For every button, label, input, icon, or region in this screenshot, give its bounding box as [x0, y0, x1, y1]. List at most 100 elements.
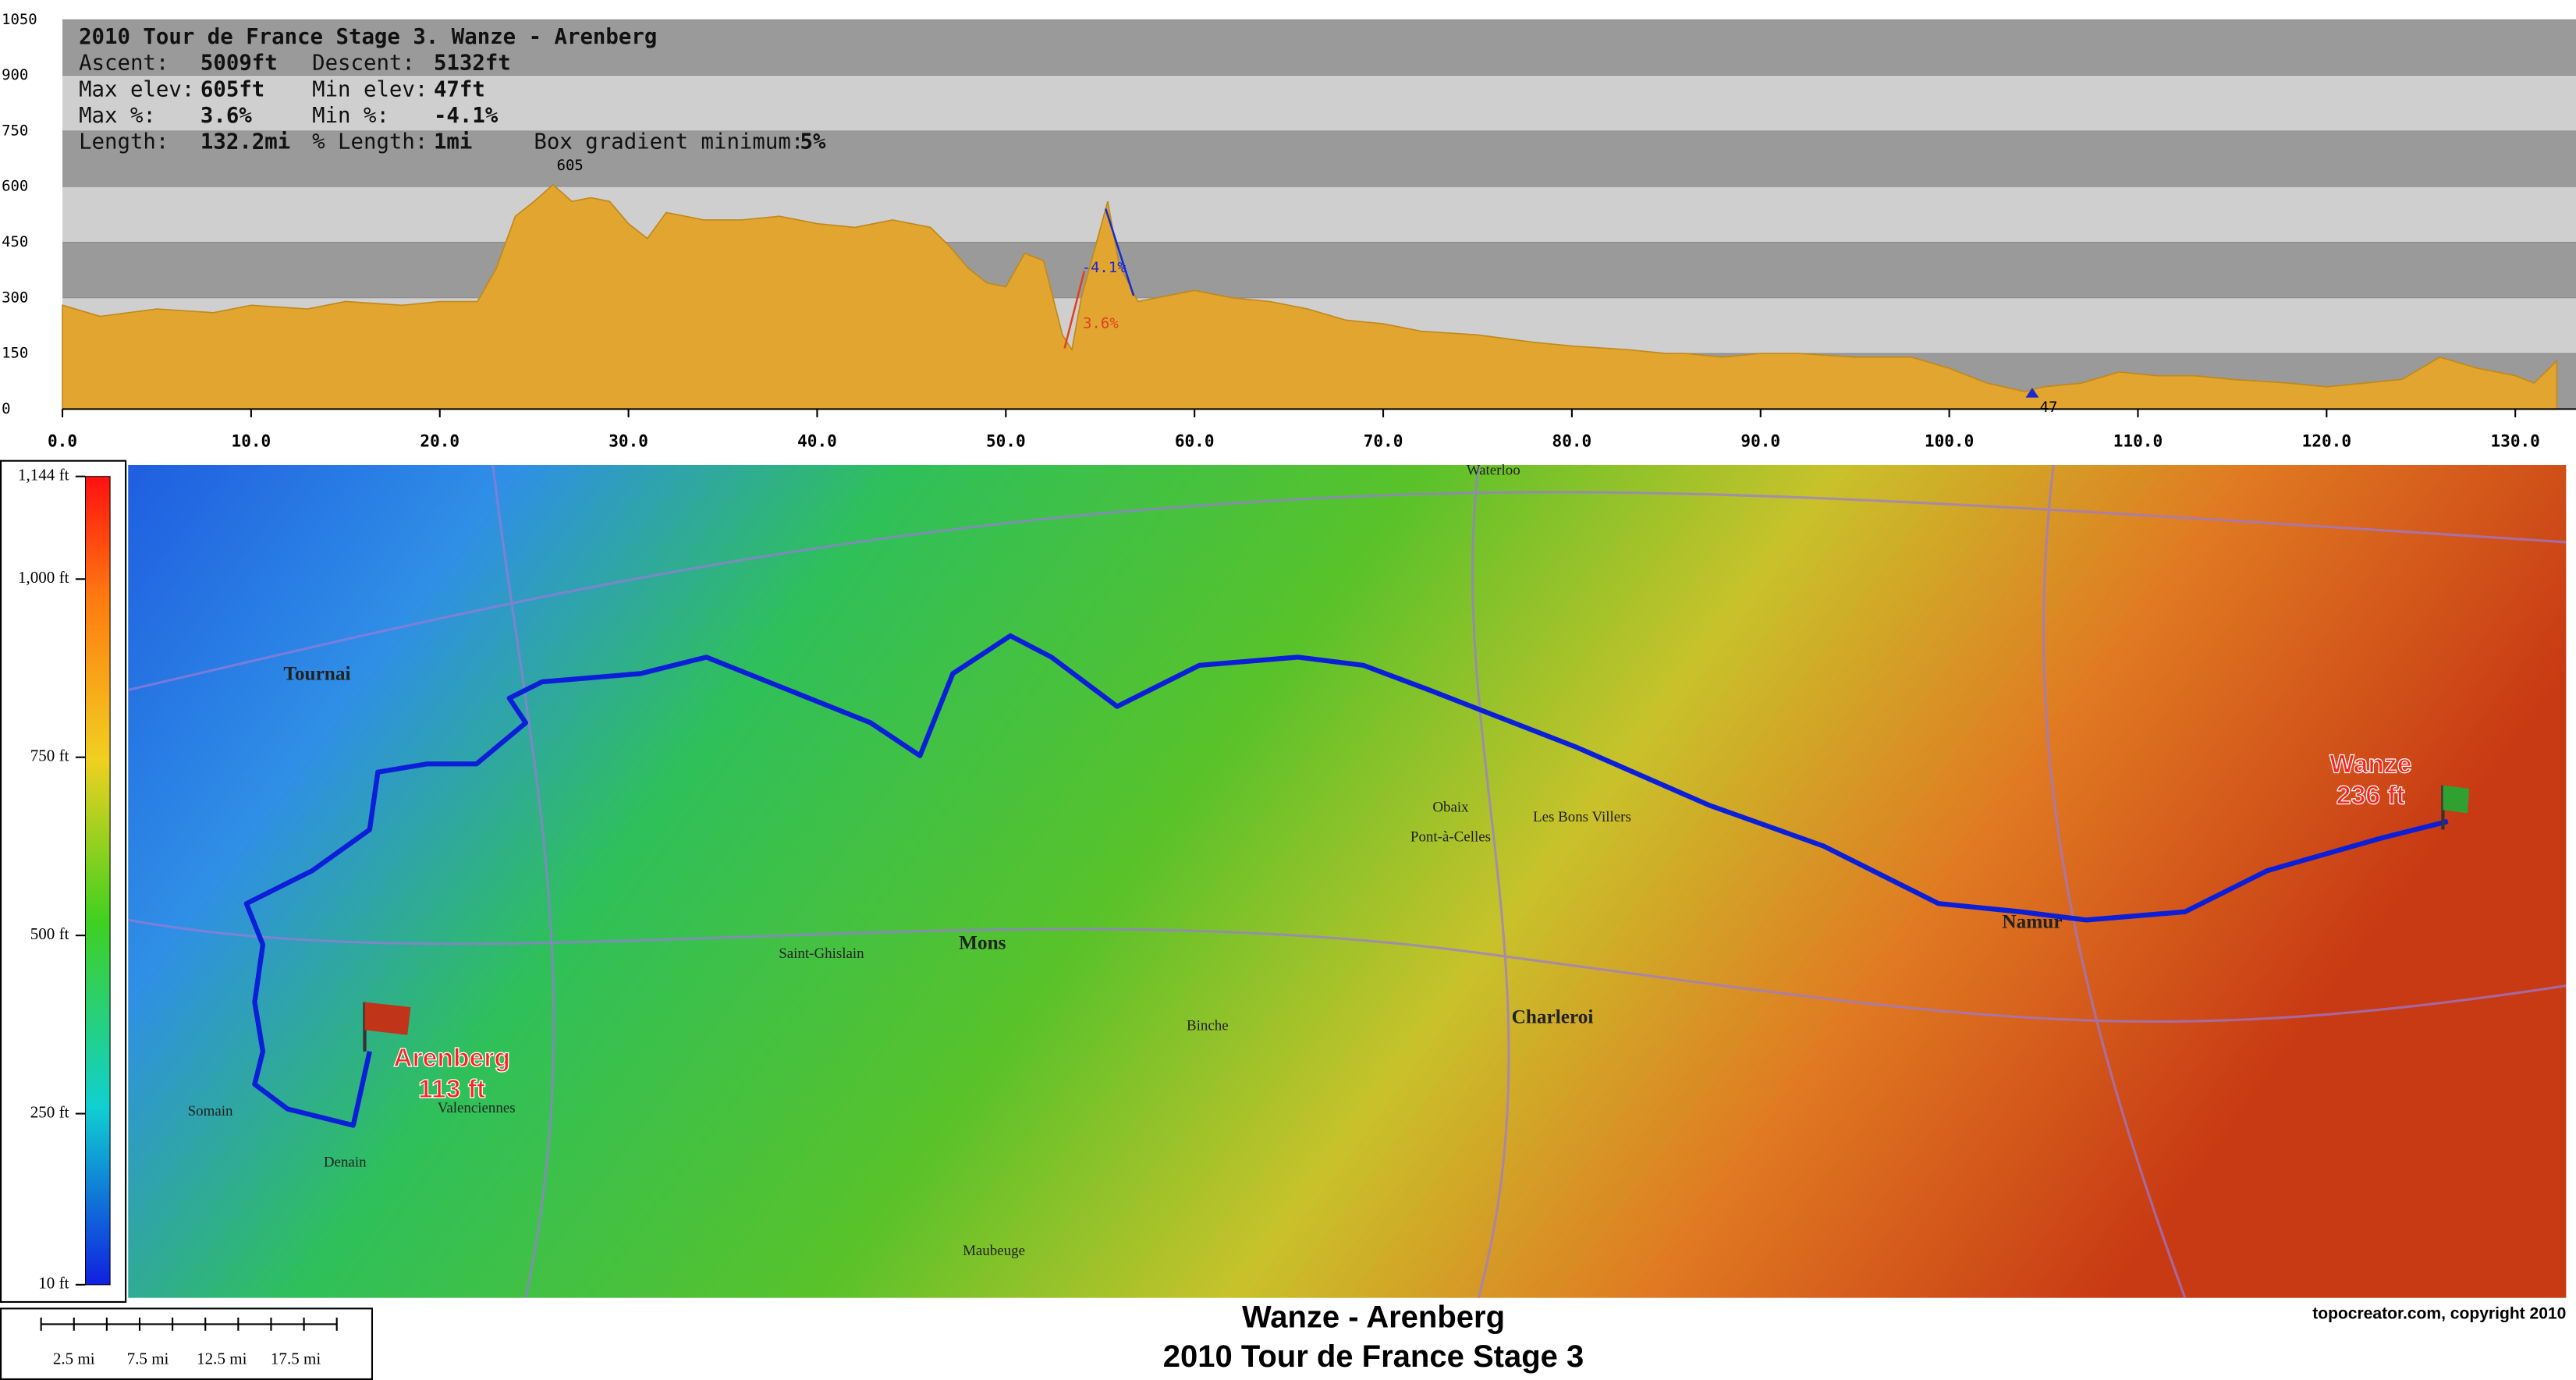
place-label: Binche	[1187, 1018, 1229, 1034]
flag	[364, 1002, 411, 1035]
info-label: Descent:	[312, 51, 415, 76]
info-label: % Length:	[312, 130, 428, 154]
flag	[2443, 785, 2470, 814]
legend-tick-label: 250 ft	[30, 1102, 69, 1121]
info-value: 5%	[800, 130, 826, 154]
place-label: Les Bons Villers	[1533, 809, 1631, 825]
x-tick-label: 130.0	[2491, 431, 2540, 451]
place-label: Tournai	[283, 662, 350, 684]
elevation-profile: 0 150 300 450 600 750 900 1050 0.0 10.0 20.0 30.0 40…	[2, 11, 2576, 451]
terrain	[128, 464, 2567, 1298]
info-title: 2010 Tour de France Stage 3. Wanze - Are…	[79, 25, 657, 49]
legend-tick-label: 10 ft	[38, 1274, 69, 1293]
annotation: 3.6%	[1083, 314, 1119, 332]
scale-label: 7.5 mi	[127, 1350, 169, 1368]
finish-elevation: 113 ft	[418, 1075, 485, 1104]
road	[127, 918, 2567, 1023]
scale-label: 12.5 mi	[197, 1350, 247, 1368]
y-tick-label: 750	[2, 122, 28, 139]
x-tick-label: 10.0	[232, 431, 271, 451]
legend-bar	[84, 476, 111, 1286]
info-label: Box gradient minimum:	[534, 130, 804, 154]
place-label: Saint-Ghislain	[779, 945, 864, 962]
info-label: Max elev:	[79, 77, 194, 101]
scale-label: 17.5 mi	[271, 1350, 321, 1368]
y-tick-label: 900	[2, 66, 28, 83]
y-tick-label: 1050	[2, 11, 37, 28]
annotation: -4.1%	[1082, 259, 1127, 276]
place-label: Somain	[188, 1103, 233, 1119]
band	[62, 20, 2576, 76]
start-name: Wanze	[2329, 750, 2411, 779]
road	[127, 491, 2567, 692]
place-label: Mons	[959, 932, 1006, 954]
x-tick-label: 120.0	[2302, 431, 2351, 451]
info-box: 2010 Tour de France Stage 3. Wanze - Are…	[79, 25, 826, 154]
footer: Wanze - Arenberg 2010 Tour de France Sta…	[1163, 1300, 2567, 1375]
place-label: Obaix	[1432, 799, 1469, 815]
gradient-marker	[1105, 208, 1135, 296]
x-tick-label: 0.0	[48, 431, 77, 451]
place-label: Denain	[324, 1154, 367, 1170]
info-value: 1mi	[434, 130, 472, 154]
info-value: 5132ft	[434, 51, 511, 76]
start-flag	[2441, 785, 2470, 830]
roads	[127, 464, 2567, 1299]
elevation-legend: 1,144 ft 1,000 ft 750 ft 500 ft 250 ft 10 ft	[0, 459, 127, 1304]
x-tick-label: 20.0	[420, 431, 459, 451]
road	[491, 464, 555, 1299]
min-marker	[2025, 388, 2039, 398]
x-tick-label: 50.0	[986, 431, 1026, 451]
info-value: 47ft	[434, 77, 485, 101]
x-tick-label: 30.0	[609, 431, 648, 451]
place-label: Waterloo	[1467, 463, 1520, 479]
info-value: 132.2mi	[200, 130, 290, 154]
place-label: Namur	[2002, 910, 2062, 932]
band	[62, 130, 2576, 187]
legend-tick-label: 1,144 ft	[18, 466, 69, 484]
info-label: Max %:	[79, 104, 156, 128]
info-label: Ascent:	[79, 51, 169, 76]
y-tick-label: 600	[2, 178, 28, 195]
elevation-area	[62, 183, 2558, 410]
map: Arenberg 113 ft Wanze 236 ft Tournai Mons…	[127, 463, 2567, 1299]
annotation: 47	[2040, 399, 2058, 416]
x-tick-label: 40.0	[797, 431, 837, 451]
info-value: 605ft	[200, 77, 264, 101]
legend-tick-label: 1,000 ft	[18, 568, 69, 587]
x-tick-label: 60.0	[1175, 431, 1215, 451]
finish-flag	[363, 1002, 411, 1052]
gradient-marker	[1063, 271, 1086, 349]
info-value: -4.1%	[434, 104, 499, 128]
annotation: 605	[557, 157, 584, 174]
route	[243, 633, 2449, 1128]
scale-label: 2.5 mi	[53, 1350, 95, 1368]
footer-title: Wanze - Arenberg	[1242, 1300, 1505, 1335]
legend-tick-label: 750 ft	[30, 747, 69, 765]
legend-tick-label: 500 ft	[30, 924, 69, 943]
copyright: topocreator.com, copyright 2010	[2312, 1304, 2566, 1322]
start-elevation: 236 ft	[2336, 781, 2405, 810]
info-value: 3.6%	[200, 104, 252, 128]
road	[1471, 464, 1510, 1299]
road	[2042, 464, 2187, 1299]
x-tick-label: 100.0	[1925, 431, 1974, 451]
info-label: Min elev:	[312, 77, 428, 101]
place-label: Charleroi	[1512, 1006, 1594, 1027]
y-tick-label: 150	[2, 345, 28, 362]
place-label: Pont-à-Celles	[1410, 828, 1491, 845]
footer-subtitle: 2010 Tour de France Stage 3	[1163, 1339, 1584, 1374]
x-tick-label: 110.0	[2113, 431, 2163, 451]
info-label: Min %:	[312, 104, 389, 128]
place-label: Valenciennes	[438, 1100, 516, 1116]
y-tick-label: 300	[2, 289, 28, 306]
y-tick-label: 450	[2, 233, 28, 250]
info-value: 5009ft	[200, 51, 278, 76]
x-tick-label: 80.0	[1552, 431, 1592, 451]
band	[62, 242, 2576, 298]
scale-bar: 2.5 mi 7.5 mi 12.5 mi 17.5 mi	[0, 1307, 374, 1380]
x-tick-label: 90.0	[1740, 431, 1780, 451]
place-label: Maubeuge	[963, 1243, 1025, 1259]
